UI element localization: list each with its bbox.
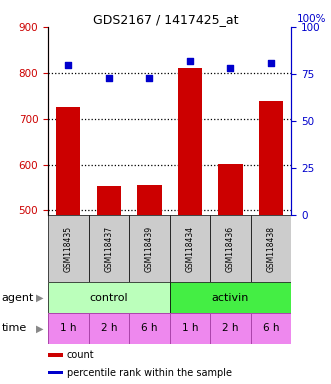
Point <box>147 74 152 81</box>
Text: GSM118438: GSM118438 <box>266 226 275 271</box>
Text: agent: agent <box>2 293 34 303</box>
Bar <box>48 282 169 313</box>
Text: time: time <box>2 323 27 333</box>
Bar <box>88 215 129 282</box>
Bar <box>48 215 88 282</box>
Text: GSM118434: GSM118434 <box>185 225 194 272</box>
Bar <box>48 313 88 344</box>
Bar <box>88 313 129 344</box>
Text: percentile rank within the sample: percentile rank within the sample <box>67 368 231 378</box>
Point <box>268 60 274 66</box>
Text: activin: activin <box>212 293 249 303</box>
Point <box>228 65 233 71</box>
Text: count: count <box>67 350 94 360</box>
Text: 100%: 100% <box>297 14 326 24</box>
Text: ▶: ▶ <box>36 293 43 303</box>
Point <box>66 61 71 68</box>
Text: GSM118436: GSM118436 <box>226 225 235 272</box>
Bar <box>178 68 202 215</box>
Text: control: control <box>89 293 128 303</box>
Text: 6 h: 6 h <box>141 323 158 333</box>
Text: 6 h: 6 h <box>263 323 279 333</box>
Bar <box>251 215 291 282</box>
Bar <box>137 185 162 215</box>
Point <box>187 58 193 64</box>
Text: ▶: ▶ <box>36 323 43 333</box>
Text: 1 h: 1 h <box>60 323 76 333</box>
Text: 2 h: 2 h <box>222 323 239 333</box>
Bar <box>48 371 63 374</box>
Text: 1 h: 1 h <box>182 323 198 333</box>
Bar <box>210 215 251 282</box>
Text: GSM118439: GSM118439 <box>145 225 154 272</box>
Bar <box>218 164 243 215</box>
Text: GDS2167 / 1417425_at: GDS2167 / 1417425_at <box>93 13 238 26</box>
Bar <box>56 107 80 215</box>
Bar <box>169 282 291 313</box>
Bar <box>97 186 121 215</box>
Bar <box>129 313 169 344</box>
Text: GSM118435: GSM118435 <box>64 225 73 272</box>
Bar <box>169 313 210 344</box>
Bar <box>251 313 291 344</box>
Bar <box>210 313 251 344</box>
Bar <box>169 215 210 282</box>
Bar <box>129 215 169 282</box>
Text: GSM118437: GSM118437 <box>104 225 113 272</box>
Bar <box>48 353 63 357</box>
Point <box>106 74 112 81</box>
Bar <box>259 101 283 215</box>
Text: 2 h: 2 h <box>101 323 117 333</box>
